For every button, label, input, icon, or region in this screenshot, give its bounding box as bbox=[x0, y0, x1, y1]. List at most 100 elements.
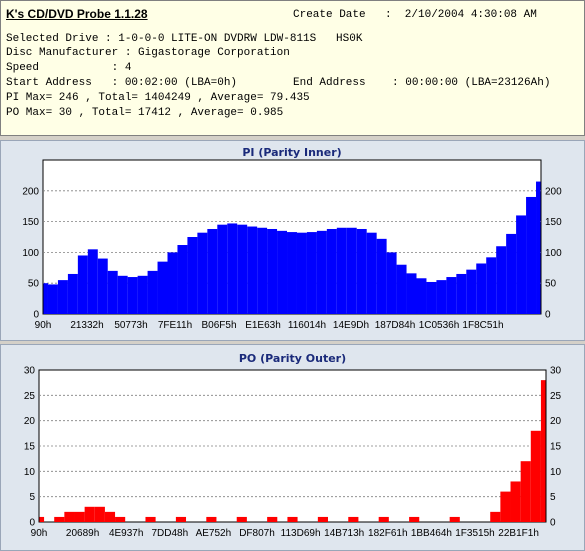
pi-data-bar bbox=[287, 232, 297, 314]
po-xtick: DF807h bbox=[239, 528, 275, 539]
pi-data-bar bbox=[376, 238, 387, 314]
pi-data-bar bbox=[516, 215, 527, 314]
pi-ytick-left: 100 bbox=[22, 248, 39, 259]
po-data-bar bbox=[409, 516, 420, 522]
po-data-bar bbox=[206, 516, 217, 522]
po-xtick: 182F61h bbox=[368, 528, 407, 539]
pi-xtick: 187D84h bbox=[375, 320, 416, 331]
po-data-bar bbox=[317, 516, 328, 522]
po-data-bar bbox=[510, 481, 521, 522]
pi-data-bar bbox=[247, 226, 258, 314]
pi-ytick-left: 0 bbox=[33, 310, 39, 321]
po-xtick: 7DD48h bbox=[151, 528, 188, 539]
pi-ytick-right: 200 bbox=[545, 186, 562, 197]
po-data-bar bbox=[287, 516, 298, 522]
po-xtick: 22B1F1h bbox=[498, 528, 539, 539]
pi-chart-panel: PI (Parity Inner) 0 0 50 50 100 100 150 150 200 20… bbox=[0, 140, 585, 341]
pi-ytick-left: 200 bbox=[22, 186, 39, 197]
po-xtick: 1F3515h bbox=[455, 528, 494, 539]
pi-data-bar bbox=[207, 228, 218, 314]
pi-data-bar bbox=[496, 246, 507, 314]
pi-data-bar bbox=[117, 275, 128, 314]
pi-ytick-right: 150 bbox=[545, 217, 562, 228]
pi-data-bar bbox=[237, 224, 248, 314]
po-data-bar bbox=[540, 380, 546, 522]
po-data-bar bbox=[94, 506, 105, 522]
pi-ytick-left: 50 bbox=[28, 279, 40, 290]
end-address: End Address : 00:00:00 (LBA=23126Ah) bbox=[293, 77, 551, 89]
po-data-bar bbox=[39, 516, 45, 522]
pi-data-bar bbox=[316, 230, 327, 314]
po-ytick-right: 10 bbox=[550, 467, 562, 478]
pi-data-bar bbox=[536, 181, 541, 314]
pi-xtick: 7FE11h bbox=[158, 320, 192, 331]
pi-data-bar bbox=[67, 273, 78, 314]
po-data-bar bbox=[74, 511, 85, 522]
pi-data-bar bbox=[47, 284, 58, 314]
po-data-bar bbox=[104, 511, 116, 522]
po-chart-title: PO (Parity Outer) bbox=[239, 352, 346, 365]
po-xtick: 20689h bbox=[66, 528, 99, 539]
po-data-bar bbox=[500, 491, 511, 522]
po-data-bar bbox=[145, 516, 156, 522]
pi-ytick-right: 0 bbox=[545, 310, 551, 321]
po-data-bar bbox=[449, 516, 460, 522]
pi-data-bar bbox=[306, 232, 317, 314]
po-data-bar bbox=[54, 516, 65, 522]
po-ytick-left: 0 bbox=[29, 518, 35, 529]
pi-data-bar bbox=[127, 277, 138, 314]
po-xtick: 113D69h bbox=[281, 528, 321, 539]
pi-xtick: E1E63h bbox=[245, 320, 281, 331]
po-data-bar bbox=[236, 516, 247, 522]
po-xtick: AE752h bbox=[196, 528, 232, 539]
pi-data-bar bbox=[436, 280, 447, 314]
pi-data-bar bbox=[356, 228, 367, 314]
create-date-label: Create Date bbox=[293, 9, 366, 21]
pi-xtick: 1C0536h bbox=[419, 320, 460, 331]
pi-data-bar bbox=[426, 281, 437, 314]
pi-data-bar bbox=[87, 249, 98, 314]
pi-data-bar bbox=[486, 257, 497, 314]
pi-data-bar bbox=[97, 258, 108, 314]
pi-data-bar bbox=[43, 283, 48, 314]
app-title: K's CD/DVD Probe 1.1.28 bbox=[6, 7, 148, 21]
pi-xtick: 90h bbox=[35, 320, 52, 331]
start-address: Start Address : 00:02:00 (LBA=0h) bbox=[6, 77, 238, 89]
pi-xtick: 1F8C51h bbox=[462, 320, 503, 331]
pi-data-bar bbox=[77, 255, 88, 314]
po-summary: PO Max= 30 , Total= 17412 , Average= 0.9… bbox=[6, 107, 284, 119]
speed: Speed : 4 bbox=[6, 62, 132, 74]
po-data-bar bbox=[84, 506, 95, 522]
po-xtick: 1BB464h bbox=[411, 528, 452, 539]
po-ytick-right: 20 bbox=[550, 416, 562, 427]
pi-data-bar bbox=[466, 269, 477, 314]
pi-data-bar bbox=[177, 245, 188, 314]
pi-data-bar bbox=[386, 252, 397, 314]
pi-xtick: 21332h bbox=[70, 320, 103, 331]
po-data-bar bbox=[115, 516, 126, 522]
po-data-bar bbox=[348, 516, 359, 522]
pi-data-bar bbox=[147, 270, 158, 314]
pi-xtick: 14E9Dh bbox=[333, 320, 369, 331]
pi-chart-title: PI (Parity Inner) bbox=[242, 146, 341, 159]
pi-data-bar bbox=[446, 277, 457, 314]
info-panel: K's CD/DVD Probe 1.1.28 Create Date : 2/… bbox=[0, 0, 585, 136]
po-ytick-right: 5 bbox=[550, 492, 556, 503]
po-data-bar bbox=[175, 516, 187, 522]
pi-data-bar bbox=[157, 261, 168, 314]
pi-data-bar bbox=[476, 263, 487, 314]
po-ytick-left: 15 bbox=[24, 442, 36, 453]
po-xtick: 14B713h bbox=[324, 528, 364, 539]
po-xtick: 4E937h bbox=[109, 528, 143, 539]
po-data-bar bbox=[520, 461, 531, 522]
selected-drive: Selected Drive : 1-0-0-0 LITE-ON DVDRW L… bbox=[6, 33, 363, 45]
pi-data-bar bbox=[167, 252, 178, 314]
po-xtick: 90h bbox=[31, 528, 48, 539]
pi-data-bar bbox=[326, 228, 337, 314]
po-data-bar bbox=[64, 511, 75, 522]
pi-data-bar bbox=[416, 278, 427, 314]
po-data-bar bbox=[490, 511, 501, 522]
po-ytick-left: 30 bbox=[24, 366, 36, 377]
pi-chart: PI (Parity Inner) 0 0 50 50 100 100 150 150 200 20… bbox=[22, 146, 562, 331]
pi-xtick: 50773h bbox=[114, 320, 147, 331]
